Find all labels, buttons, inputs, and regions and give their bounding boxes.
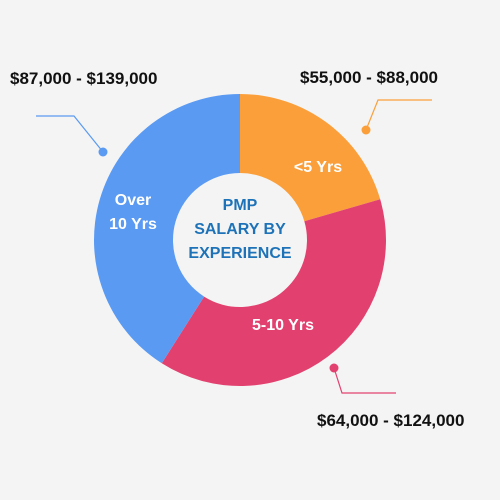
slice-label-5-10-yrs: 5-10 Yrs (252, 317, 314, 334)
leader-dot-over-10-yrs (98, 147, 108, 157)
center-title: PMP SALARY BY EXPERIENCE (188, 197, 291, 262)
leader-lines-group (36, 99, 432, 394)
leader-line-over-10-yrs (36, 115, 104, 153)
salary-range-5-10-yrs: $64,000 - $124,000 (317, 411, 464, 430)
slice-over-10-yrs (94, 94, 240, 364)
slice-label-over-10-yrs: Over 10 Yrs (109, 192, 157, 233)
salary-range-lt-5-yrs: $55,000 - $88,000 (300, 68, 438, 87)
salary-range-over-10-yrs: $87,000 - $139,000 (10, 69, 157, 88)
slice-label-lt-5-yrs: <5 Yrs (294, 159, 342, 176)
slice-lt-5-yrs (240, 94, 381, 222)
salary-callouts-group: $55,000 - $88,000 $64,000 - $124,000 $87,0… (10, 68, 464, 430)
leader-dot-lt-5-yrs (361, 125, 371, 135)
leader-dot-5-10-yrs (329, 363, 339, 373)
slice-5-10-yrs (161, 199, 386, 386)
leader-line-5-10-yrs (333, 367, 396, 394)
slice-labels-group: <5 Yrs 5-10 Yrs Over 10 Yrs (109, 159, 342, 334)
leader-line-lt-5-yrs (365, 99, 432, 131)
slices-group (94, 94, 386, 386)
